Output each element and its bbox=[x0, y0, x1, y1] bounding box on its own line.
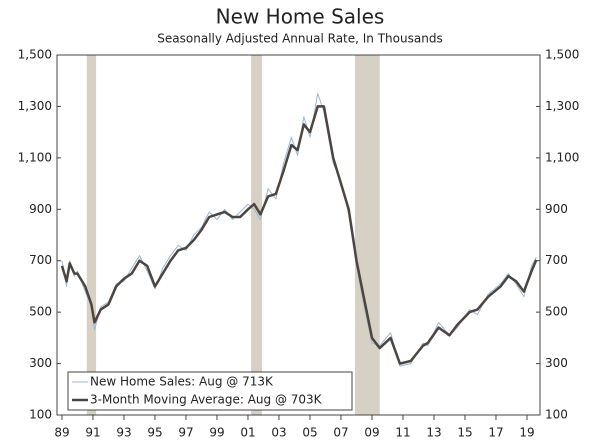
y2-tick-label: 300 bbox=[545, 356, 568, 370]
y2-tick-label: 700 bbox=[545, 253, 568, 267]
legend-label: 3-Month Moving Average: Aug @ 703K bbox=[90, 393, 323, 407]
x-tick-label: 93 bbox=[116, 426, 131, 440]
chart-title: New Home Sales bbox=[216, 5, 385, 29]
y-tick-label: 300 bbox=[29, 356, 52, 370]
x-tick-label: 09 bbox=[364, 426, 379, 440]
legend-label: New Home Sales: Aug @ 713K bbox=[90, 375, 274, 389]
y-tick-label: 1,100 bbox=[18, 150, 52, 164]
x-tick-label: 17 bbox=[488, 426, 503, 440]
series-line bbox=[60, 105, 538, 365]
legend-box bbox=[67, 371, 353, 411]
x-tick-label: 99 bbox=[209, 426, 224, 440]
y2-tick-label: 900 bbox=[545, 202, 568, 216]
y2-tick-label: 500 bbox=[545, 305, 568, 319]
y-tick-label: 100 bbox=[29, 408, 52, 422]
x-tick-label: 19 bbox=[519, 426, 534, 440]
y2-tick-label: 1,300 bbox=[545, 99, 579, 113]
x-tick-label: 97 bbox=[178, 426, 193, 440]
x-tick-label: 89 bbox=[54, 426, 69, 440]
x-tick-label: 91 bbox=[85, 426, 100, 440]
x-tick-label: 95 bbox=[147, 426, 162, 440]
recession-band bbox=[86, 55, 97, 415]
x-tick-label: 11 bbox=[395, 426, 410, 440]
y-tick-label: 500 bbox=[29, 305, 52, 319]
x-tick-label: 01 bbox=[240, 426, 255, 440]
y2-tick-label: 1,100 bbox=[545, 150, 579, 164]
y-tick-label: 1,500 bbox=[18, 48, 52, 62]
recession-band bbox=[354, 55, 380, 415]
plot-frame bbox=[56, 54, 541, 416]
y-tick-label: 700 bbox=[29, 253, 52, 267]
recession-band bbox=[251, 55, 262, 415]
y2-tick-label: 1,500 bbox=[545, 48, 579, 62]
x-tick-label: 07 bbox=[333, 426, 348, 440]
y2-tick-label: 100 bbox=[545, 408, 568, 422]
y-tick-label: 1,300 bbox=[18, 99, 52, 113]
chart-subtitle: Seasonally Adjusted Annual Rate, In Thou… bbox=[157, 32, 442, 46]
y-tick-label: 900 bbox=[29, 202, 52, 216]
x-tick-label: 05 bbox=[302, 426, 317, 440]
x-tick-label: 03 bbox=[271, 426, 286, 440]
series-line bbox=[61, 93, 537, 367]
x-tick-label: 15 bbox=[457, 426, 472, 440]
x-tick-label: 13 bbox=[426, 426, 441, 440]
